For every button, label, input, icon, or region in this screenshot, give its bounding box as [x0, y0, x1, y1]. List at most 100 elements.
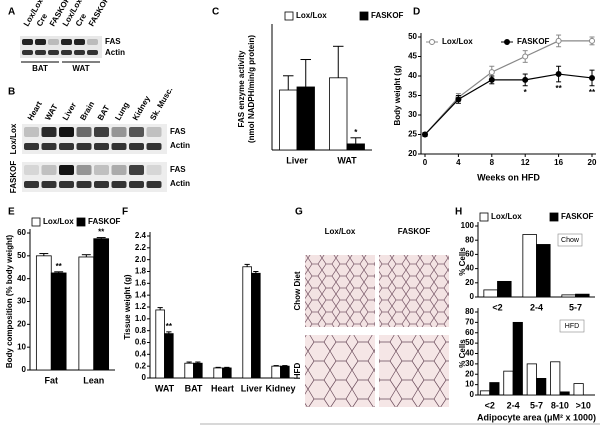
bar	[489, 382, 500, 396]
x-tick-label: 2-4	[530, 302, 543, 312]
column-label: FASKOF	[398, 227, 431, 236]
legend-label: Lox/Lox	[491, 212, 522, 221]
x-axis-label: Adipocyte area (μM² x 1000)	[477, 412, 596, 422]
significance: **	[56, 262, 63, 271]
y-tick-label: 50	[465, 338, 474, 347]
y-tick-label: 2.4	[135, 231, 147, 240]
x-axis-label: Weeks on HFD	[477, 172, 540, 182]
y-tick-label: 40	[465, 264, 474, 273]
bar	[550, 361, 561, 396]
marker	[589, 37, 595, 44]
band	[94, 165, 109, 175]
legend-swatch	[284, 11, 294, 21]
significance: *	[354, 128, 358, 137]
legend-swatch	[76, 217, 86, 227]
x-tick-label: Kidney	[265, 383, 295, 393]
x-tick-label: 8-10	[551, 400, 569, 410]
y-tick-label: 20	[17, 319, 26, 328]
marker	[555, 37, 562, 44]
y-tick-label: 40	[465, 349, 474, 358]
y-tick-label: 0	[22, 365, 27, 374]
x-tick-label: 0	[423, 158, 428, 167]
marker	[555, 71, 562, 78]
y-tick-label: 0.8	[135, 326, 147, 335]
band-label: Actin	[170, 141, 190, 150]
label-box	[557, 233, 583, 247]
band	[129, 143, 144, 150]
x-tick-label: 5-7	[530, 400, 543, 410]
y-tick-label: 30	[408, 110, 417, 119]
group-label: WAT	[72, 64, 89, 73]
band	[48, 50, 59, 55]
y-tick-label: 10	[465, 380, 474, 389]
y-axis-label: Tissue weight (g)	[123, 274, 132, 340]
bar	[575, 293, 590, 298]
bar	[483, 289, 498, 298]
band	[94, 127, 109, 137]
band	[35, 50, 46, 55]
band	[87, 50, 98, 55]
legend-swatch	[479, 212, 489, 222]
y-tick-label: 70	[465, 317, 474, 326]
histology-image	[379, 255, 449, 327]
lane-label: Brain	[78, 100, 96, 122]
y-tick-label: 0	[470, 390, 475, 399]
band-label: Actin	[170, 179, 190, 188]
legend-label: FASKOF	[88, 217, 121, 226]
y-axis-label: Body weight (g)	[393, 65, 402, 125]
bar	[35, 255, 52, 371]
band	[22, 50, 33, 55]
y-tick-label: 1.2	[135, 302, 147, 311]
legend-label: Lox/Lox	[442, 37, 473, 46]
y-tick-label: 35	[408, 91, 417, 100]
band	[41, 143, 57, 150]
y-tick-label: 100	[461, 221, 475, 230]
bar	[536, 244, 551, 298]
legend-marker	[429, 39, 435, 45]
row-label: Chow Diet	[293, 271, 302, 310]
x-tick-label: WAT	[337, 155, 357, 165]
y-axis-label: (nmol NADPH/min/g protein)	[247, 35, 256, 143]
band	[61, 39, 72, 45]
band	[61, 50, 72, 55]
significance: **	[98, 228, 105, 237]
band	[35, 39, 46, 45]
marker	[455, 96, 462, 103]
bar	[280, 365, 290, 379]
marker	[589, 74, 595, 81]
panel-label: G	[295, 207, 303, 218]
legend-swatch	[549, 212, 559, 222]
band	[146, 165, 162, 175]
legend-label: Lox/Lox	[43, 217, 74, 226]
y-tick-label: 1.8	[135, 267, 147, 276]
x-tick-label: BAT	[185, 383, 203, 393]
bar	[503, 370, 514, 396]
significance: *	[524, 88, 528, 97]
band	[76, 143, 92, 150]
band	[41, 127, 57, 137]
y-axis-label: FAS enzyme activity	[237, 50, 246, 127]
bar	[164, 333, 174, 379]
y-tick-label: 20	[465, 278, 474, 287]
bar	[561, 294, 576, 298]
y-tick-label: 45	[408, 52, 417, 61]
band	[41, 181, 57, 188]
lane-label: Heart	[26, 100, 44, 123]
x-tick-label: 12	[521, 158, 530, 167]
bar	[573, 383, 584, 396]
lane-label: Liver	[61, 101, 78, 122]
band	[129, 127, 144, 137]
band	[129, 181, 144, 188]
histology-image	[305, 335, 375, 407]
bar	[193, 362, 203, 379]
y-tick-label: 30	[17, 297, 26, 306]
band	[24, 165, 39, 175]
y-tick-label: 1.0	[135, 314, 147, 323]
x-tick-label: 4	[456, 158, 461, 167]
band	[111, 143, 127, 150]
significance: **	[166, 322, 173, 331]
bar	[78, 256, 95, 371]
marker	[488, 76, 495, 83]
band	[41, 165, 57, 175]
y-tick-label: 30	[465, 359, 474, 368]
